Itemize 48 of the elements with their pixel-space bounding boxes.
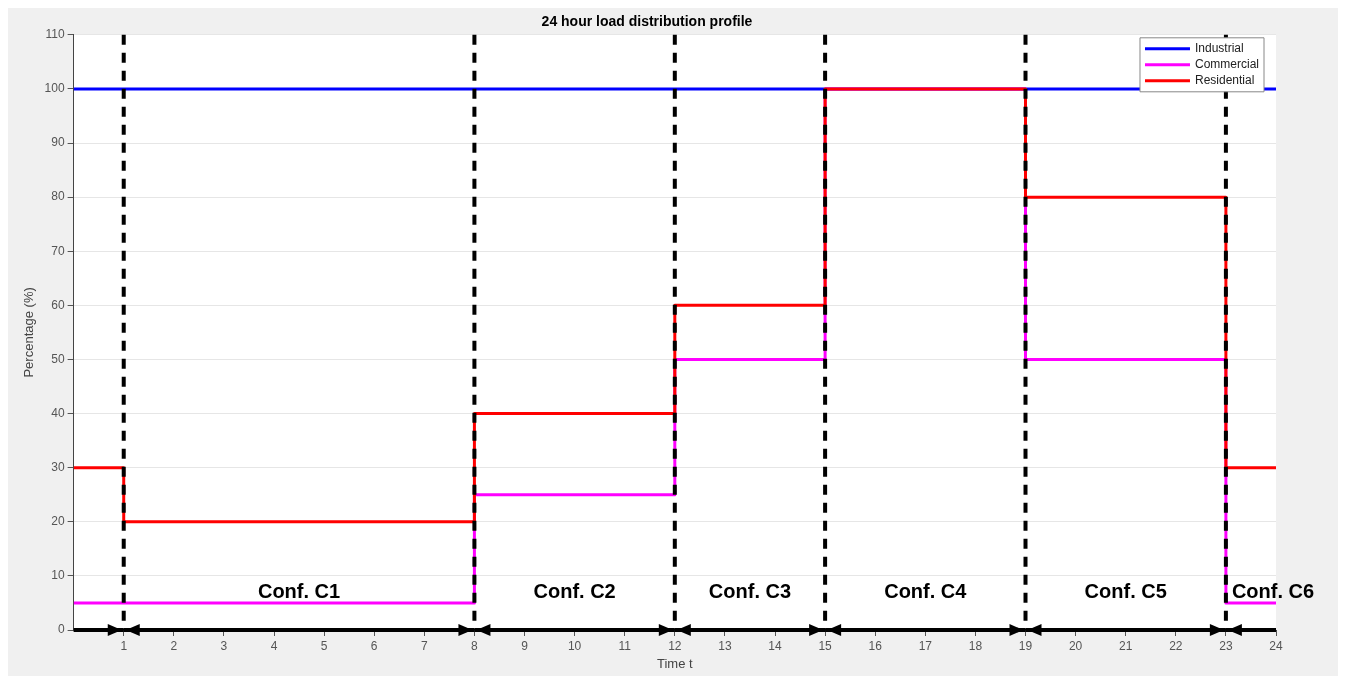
- x-tick-label: 7: [420, 638, 428, 653]
- y-tick-label: 0: [57, 622, 65, 637]
- annotation: Conf. C5: [1084, 579, 1167, 602]
- y-tick-label: 80: [51, 189, 65, 204]
- annotation: Conf. C6: [1231, 579, 1315, 602]
- y-tick-label: 10: [51, 568, 65, 583]
- x-tick-label: 3: [220, 638, 228, 653]
- x-axis-title: Time t: [656, 655, 694, 671]
- legend-label: Industrial: [1194, 41, 1244, 56]
- chart-title: 24 hour load distribution profile: [541, 13, 753, 30]
- x-tick-label: 2: [170, 638, 178, 653]
- x-tick-label: 6: [370, 638, 378, 653]
- x-tick-label: 20: [1068, 638, 1083, 653]
- x-tick-label: 21: [1119, 638, 1133, 653]
- x-tick-label: 24: [1269, 638, 1283, 653]
- y-tick-label: 70: [51, 243, 65, 258]
- x-tick-label: 11: [618, 638, 632, 653]
- x-tick-label: 16: [868, 638, 883, 653]
- x-tick-label: 22: [1169, 638, 1183, 653]
- x-tick-label: 12: [668, 638, 682, 653]
- y-tick-label: 60: [51, 297, 65, 312]
- annotation: Conf. C2: [533, 579, 616, 602]
- x-tick-label: 15: [818, 638, 833, 653]
- x-tick-label: 13: [718, 638, 732, 653]
- x-tick-label: 1: [120, 638, 128, 653]
- x-tick-label: 19: [1018, 638, 1033, 653]
- x-tick-label: 18: [968, 638, 983, 653]
- x-tick-label: 14: [768, 638, 782, 653]
- x-tick-label: 5: [320, 638, 328, 653]
- annotation: Conf. C1: [257, 579, 341, 602]
- x-tick-label: 17: [918, 638, 933, 653]
- x-tick-label: 9: [521, 638, 529, 653]
- x-tick-label: 8: [471, 638, 479, 653]
- y-axis-title: Percentage (%): [21, 287, 37, 378]
- y-tick-label: 90: [51, 135, 65, 150]
- x-tick-label: 10: [567, 638, 582, 653]
- y-tick-label: 110: [45, 27, 65, 42]
- y-tick-label: 30: [51, 459, 65, 474]
- y-tick-label: 50: [51, 351, 65, 366]
- annotation: Conf. C3: [708, 579, 792, 602]
- y-tick-label: 100: [44, 81, 65, 96]
- legend-label: Residential: [1194, 73, 1255, 88]
- annotation: Conf. C4: [884, 579, 968, 602]
- legend-label: Commercial: [1194, 57, 1260, 72]
- y-tick-label: 40: [51, 405, 65, 420]
- x-tick-label: 23: [1219, 638, 1233, 653]
- y-tick-label: 20: [51, 514, 65, 529]
- x-tick-label: 4: [270, 638, 278, 653]
